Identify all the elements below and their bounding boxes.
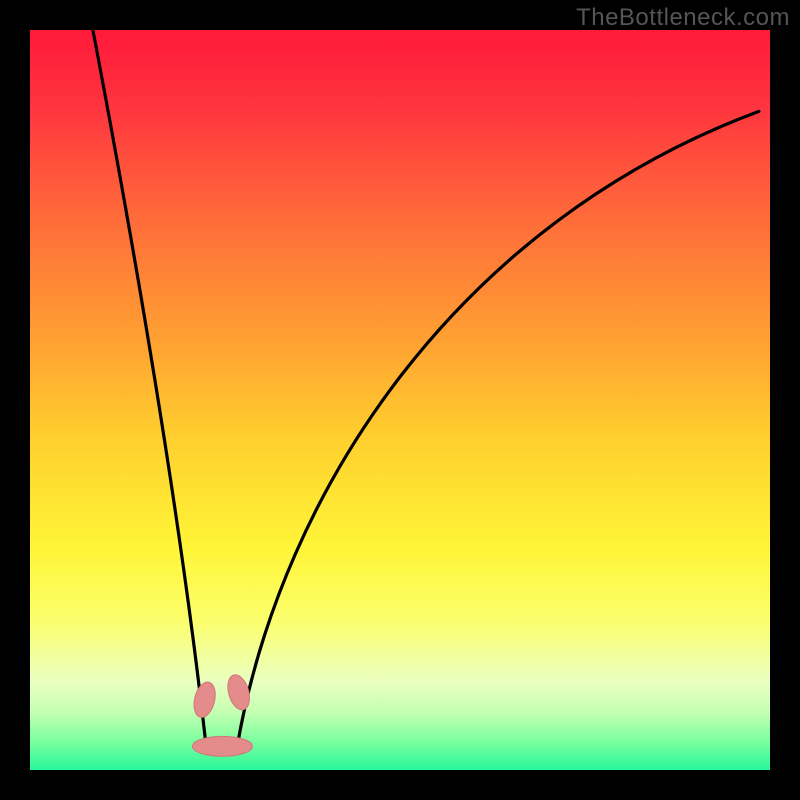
marker-left [191,680,219,720]
marker-bottom [192,736,252,756]
optimum-markers [0,0,800,800]
chart-stage: TheBottleneck.com [0,0,800,800]
marker-right [224,672,253,712]
watermark-text: TheBottleneck.com [576,4,790,32]
